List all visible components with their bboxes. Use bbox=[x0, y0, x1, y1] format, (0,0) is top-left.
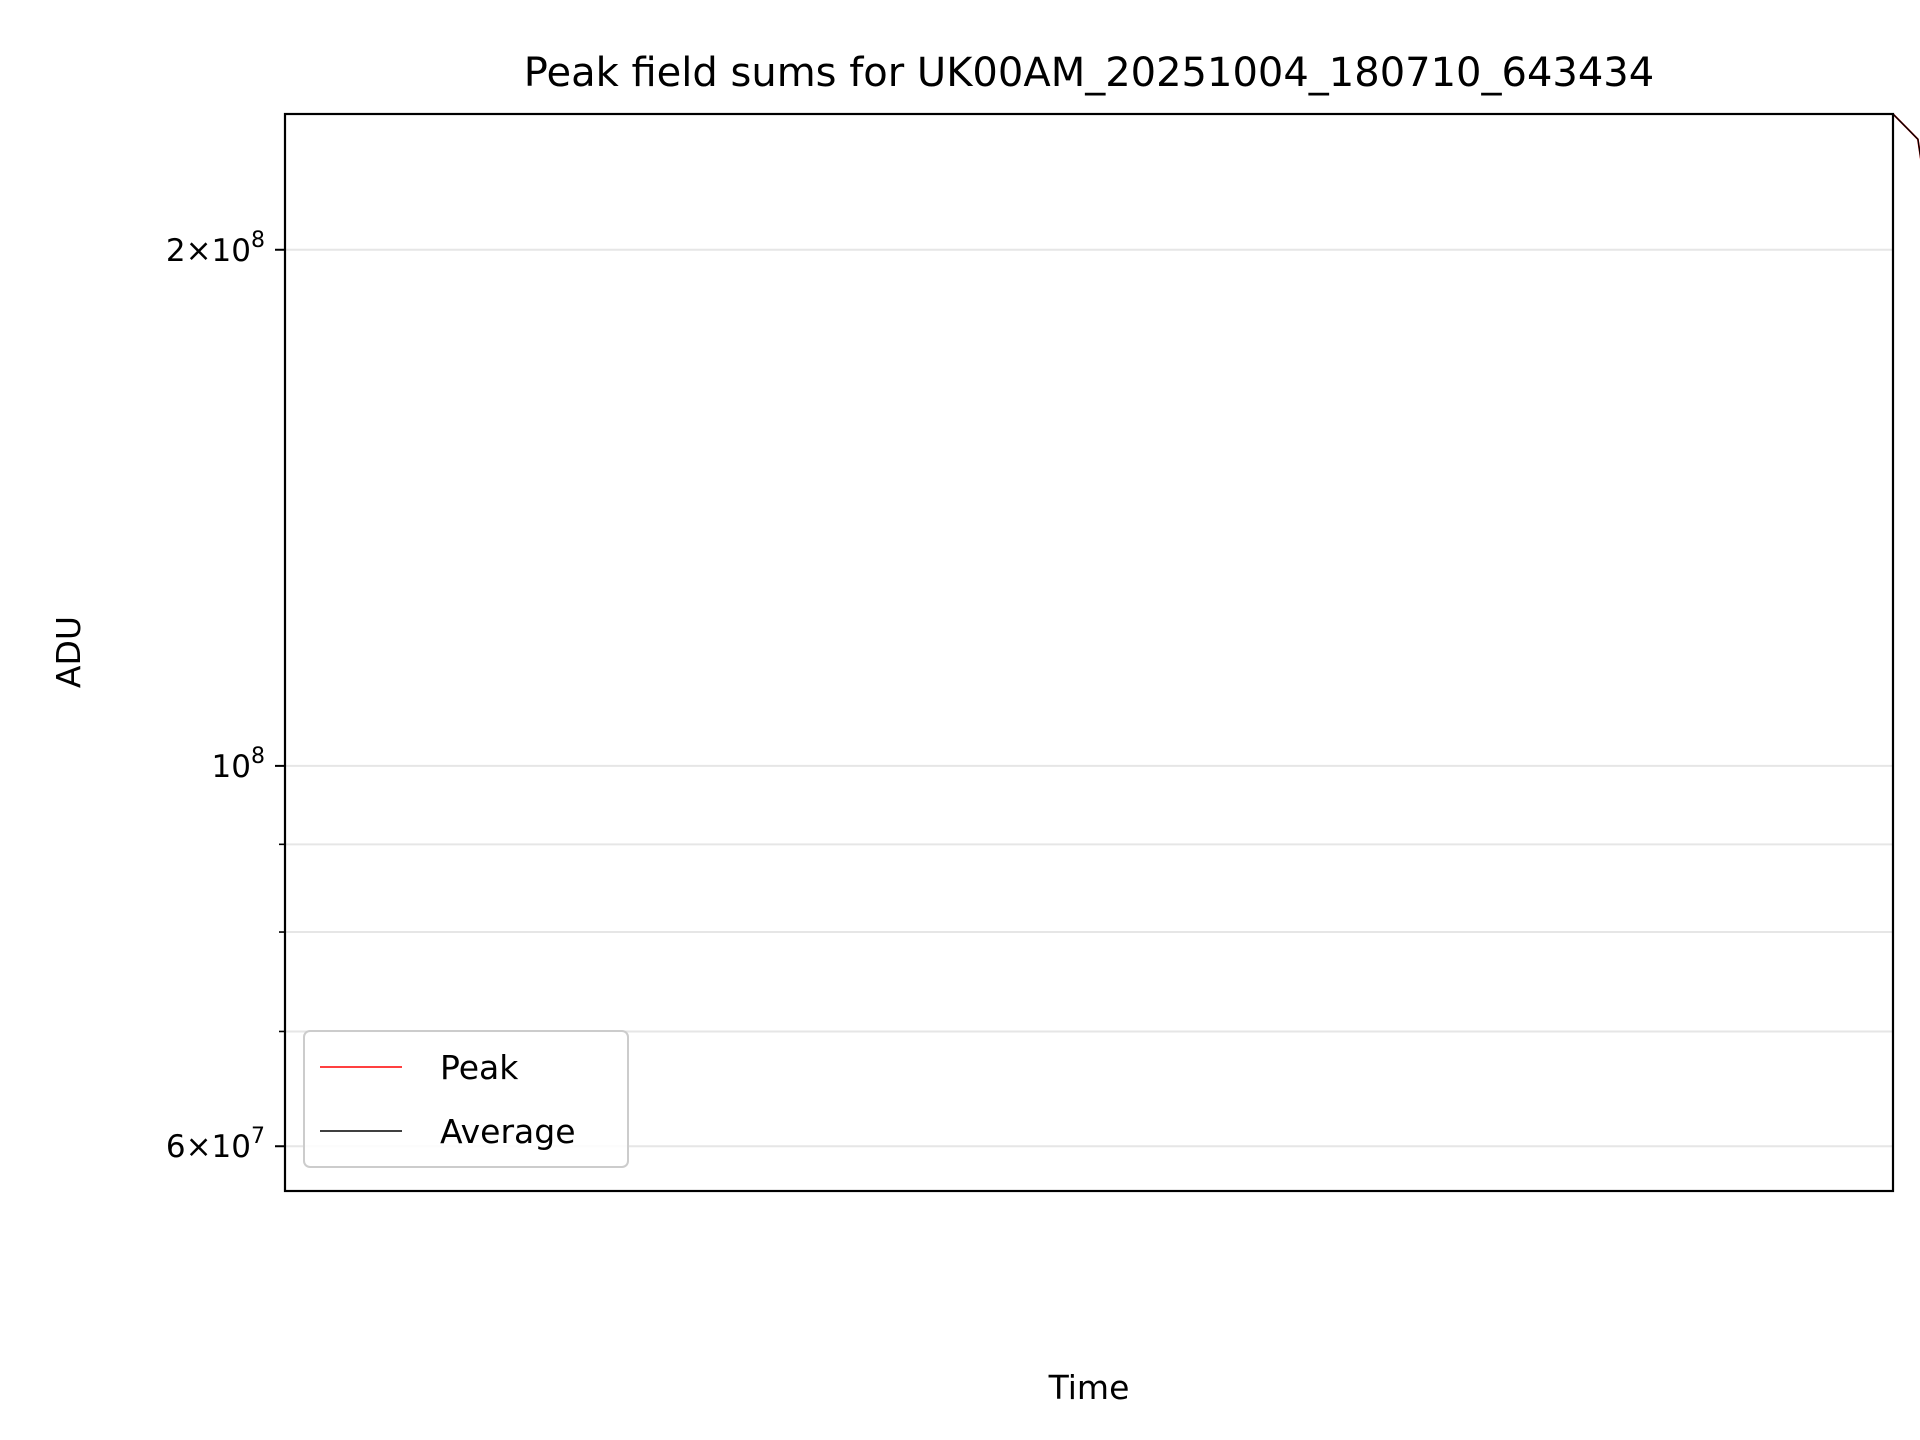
legend-peak-label: Peak bbox=[440, 1048, 519, 1087]
y-axis-label: ADU bbox=[49, 616, 88, 688]
y-tick-label: 2×108 bbox=[166, 228, 265, 269]
legend: Peak Average bbox=[303, 1030, 629, 1168]
chart-title: Peak field sums for UK00AM_20251004_1807… bbox=[524, 50, 1654, 96]
legend-box bbox=[303, 1030, 629, 1168]
y-axis-ticks: 6×107 108 2×108 bbox=[166, 228, 285, 1165]
legend-average-label: Average bbox=[440, 1112, 576, 1151]
y-tick-label: 108 bbox=[212, 744, 265, 785]
x-axis-label: Time bbox=[1048, 1368, 1130, 1407]
plot-frame bbox=[283, 112, 1895, 1193]
y-tick-label: 6×107 bbox=[166, 1124, 265, 1165]
